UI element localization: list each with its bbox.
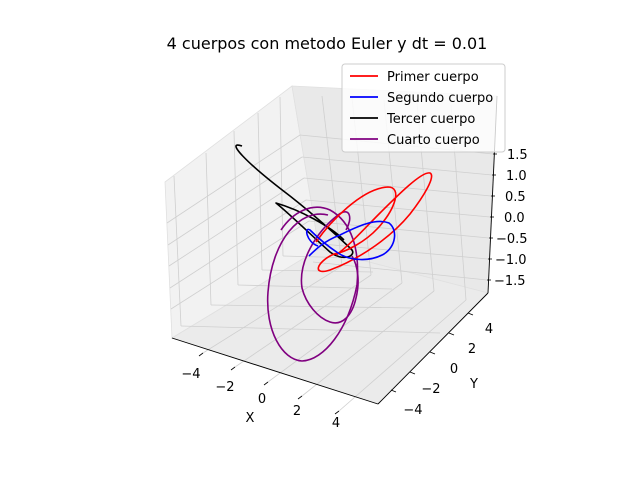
- z-tick-label: −1.5: [494, 274, 526, 289]
- legend: Primer cuerpo Segundo cuerpo Tercer cuer…: [341, 63, 506, 153]
- legend-label-primer: Primer cuerpo: [387, 70, 479, 85]
- y-tick-label: 0: [450, 362, 458, 377]
- y-axis-label: Y: [469, 377, 478, 392]
- x-tick-label: 2: [293, 404, 301, 419]
- legend-box: [341, 63, 506, 153]
- legend-label-segundo: Segundo cuerpo: [387, 91, 493, 106]
- series-line-tercer-cuerpo: [235, 144, 354, 259]
- z-tick-label: 1.0: [506, 169, 527, 184]
- z-tick-label: 0.0: [504, 211, 525, 226]
- y-tick-label: 2: [468, 342, 476, 357]
- legend-label-cuarto: Cuarto cuerpo: [387, 133, 480, 148]
- z-tick-label: −1.0: [495, 253, 527, 268]
- series-line-primer-cuerpo: [315, 172, 433, 273]
- y-tick-labels: −4 −2 0 2 4: [403, 322, 493, 418]
- y-tick-label: 4: [485, 322, 493, 337]
- x-tick-label: −4: [181, 367, 200, 382]
- z-tick-label: −0.5: [496, 232, 528, 247]
- trajectories: [235, 144, 433, 362]
- z-tick-label: 1.5: [507, 148, 528, 163]
- x-tick-label: 0: [258, 392, 266, 407]
- x-tick-label: −2: [215, 380, 234, 395]
- tick-marks: [198, 153, 497, 415]
- y-tick-label: −4: [403, 403, 422, 418]
- x-axis-line: [171, 337, 379, 405]
- z-tick-label: 0.5: [505, 190, 526, 205]
- series-line-segundo-cuerpo: [305, 220, 396, 261]
- chart-title: 4 cuerpos con metodo Euler y dt = 0.01: [167, 34, 488, 53]
- x-tick-label: 4: [332, 416, 340, 431]
- y-tick-label: −2: [421, 382, 440, 397]
- z-tick-labels: 1.5 1.0 0.5 0.0 −0.5 −1.0 −1.5: [494, 148, 528, 289]
- series-line-cuarto-cuerpo-outer: [266, 206, 359, 362]
- x-axis-label: X: [246, 411, 255, 426]
- y-axis-line: [377, 292, 489, 405]
- legend-label-tercer: Tercer cuerpo: [386, 112, 475, 127]
- x-tick-labels: −4 −2 0 2 4: [181, 367, 340, 431]
